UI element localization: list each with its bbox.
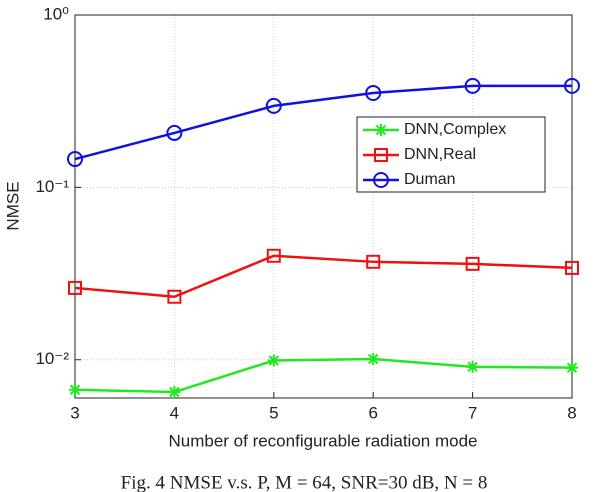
axes-frame — [74, 14, 573, 399]
marker — [67, 151, 83, 168]
y-tick-label: 10⁻² — [35, 349, 69, 368]
y-tick-label: 10⁻¹ — [35, 177, 69, 196]
x-tick-label: 7 — [468, 403, 477, 422]
marker — [466, 360, 479, 373]
marker — [168, 386, 181, 399]
legend-marker — [374, 148, 388, 162]
marker — [267, 354, 280, 367]
marker — [166, 124, 183, 141]
marker — [365, 84, 382, 101]
marker — [464, 77, 481, 94]
marker — [367, 353, 380, 366]
legend-marker — [375, 124, 387, 136]
marker — [69, 383, 81, 396]
x-tick-label: 6 — [368, 403, 377, 422]
legend-label: DNN,Complex — [404, 121, 506, 138]
x-tick-label: 4 — [170, 403, 179, 422]
marker — [366, 254, 381, 269]
legend-marker — [373, 172, 389, 188]
marker — [266, 248, 281, 263]
marker — [565, 260, 579, 275]
x-tick-label: 5 — [269, 403, 278, 422]
marker — [167, 289, 182, 304]
marker — [465, 256, 480, 271]
plot-area — [75, 15, 572, 398]
caption: Fig. 4 NMSE v.s. P, M = 64, SNR=30 dB, N… — [121, 472, 488, 492]
series-line — [74, 254, 573, 299]
series-line — [74, 357, 573, 394]
x-tick-label: 3 — [70, 403, 79, 422]
marker — [564, 77, 580, 94]
x-tick-label: 8 — [567, 403, 576, 422]
x-axis-label: Number of reconfigurable radiation mode — [168, 431, 477, 450]
legend-label: DNN,Real — [404, 146, 476, 163]
marker — [265, 97, 282, 114]
marker — [566, 361, 578, 374]
series-line — [74, 84, 572, 161]
legend-label: Duman — [404, 171, 456, 188]
legend: DNN,Complex DNN,Real Duman — [356, 116, 546, 193]
y-axis-label: NMSE — [3, 181, 22, 230]
y-tick-label: 10⁰ — [43, 4, 69, 23]
marker — [68, 280, 82, 295]
